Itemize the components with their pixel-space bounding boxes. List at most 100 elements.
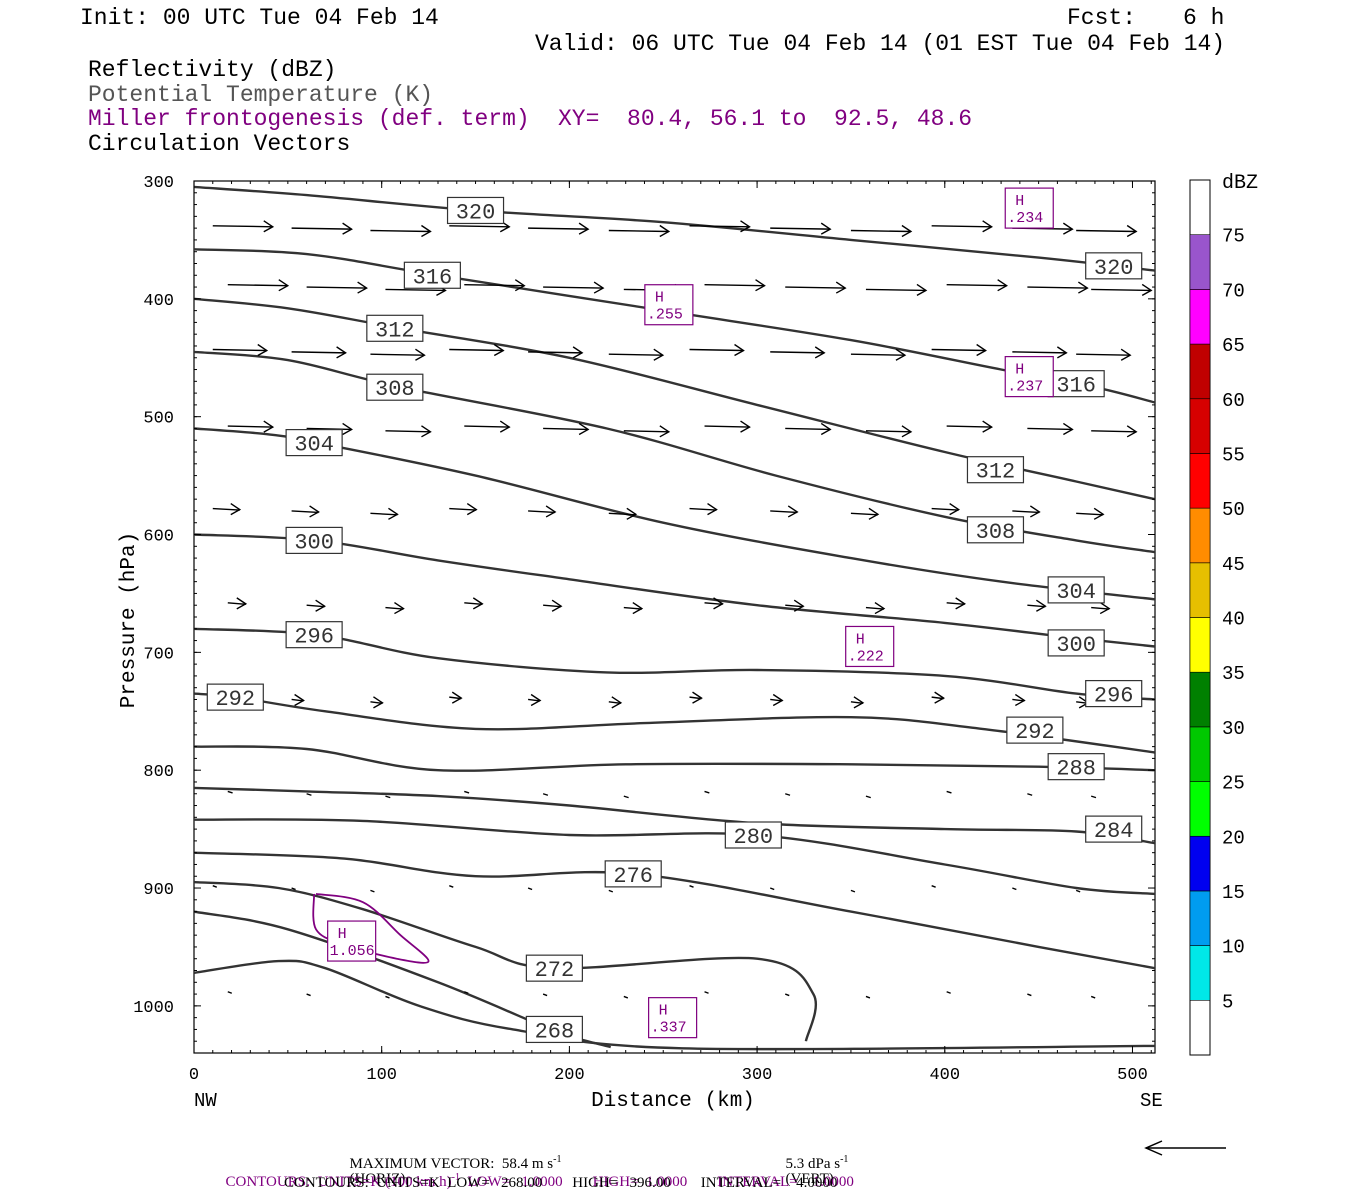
svg-text:300: 300 [1056,633,1096,658]
circulation-vector [850,696,865,709]
theta-contour-label-320: 320 [1085,252,1143,281]
svg-text:320: 320 [1094,256,1134,281]
circulation-vector [385,425,432,438]
colorbar-segment [1189,617,1211,673]
circulation-vector [212,220,275,233]
circulation-vector [608,348,665,361]
forecast-label: Fcst: [1067,5,1137,31]
circulation-vector [770,346,826,359]
theta-contour-label-312: 312 [966,456,1025,485]
contours-theta-info: CONTOURS: UNITS=K LOW= 268.00 HIGH= 396.… [284,1175,838,1191]
circulation-vector [623,995,629,999]
field-vectors: Circulation Vectors [88,131,351,157]
svg-text:H: H [1015,362,1024,379]
circulation-vector [689,885,694,888]
circulation-vector [385,601,405,615]
reference-vector-arrow [1144,1140,1226,1156]
max-vector-vert: 5.3 dPa s-1 (VERT) [785,1154,849,1187]
x-tick-label: 300 [742,1066,773,1085]
svg-text:272: 272 [535,958,575,983]
circulation-vector [623,425,671,438]
frontogenesis-maximum: H.337 [648,997,698,1039]
circulation-vector [542,993,548,997]
circulation-vector [946,420,994,433]
theta-contour-label-304: 304 [285,429,343,458]
theta-contour-label-296: 296 [285,621,343,650]
theta-contour-label-304: 304 [1047,576,1105,605]
frontogenesis-maximum: H.234 [1004,187,1054,229]
colorbar-label: 55 [1222,444,1245,466]
circulation-vector [704,420,751,433]
circulation-vector [785,422,832,436]
y-tick-label: 900 [143,881,174,900]
colorbar-segment [1189,671,1211,728]
max-vector-horiz: (HORIZ) [349,1171,406,1187]
circulation-vector [946,790,952,794]
theta-contour-label-312: 312 [366,314,424,343]
y-tick-label: 800 [143,763,174,782]
svg-text:H: H [856,631,865,648]
colorbar-segment [1189,945,1211,1001]
circulation-vector [464,279,526,292]
max-vector-text: MAXIMUM VECTOR: 58.4 m s-1 (HORIZ) [349,1154,562,1187]
circulation-vector [931,691,945,704]
circulation-vector [623,795,629,799]
colorbar-segment [1189,343,1211,400]
circulation-vector [227,597,248,610]
circulation-vector [931,503,960,516]
circulation-vector [1012,693,1026,707]
x-tick-label: 200 [554,1066,585,1085]
svg-text:296: 296 [1094,684,1134,709]
circulation-vector [449,885,454,888]
colorbar-segment [1189,234,1211,290]
theta-contour-label-320: 320 [446,196,505,225]
circulation-vector [370,348,426,361]
circulation-vector [865,995,871,999]
svg-text:280: 280 [734,825,774,850]
forecast-hour: 6 h [1183,5,1225,31]
theta-contour-312 [194,297,1155,501]
frontogenesis-maximum: H.237 [1004,356,1054,398]
circulation-vector [770,222,832,235]
circulation-vector [291,346,347,359]
cross-section-endpoints: XY= 80.4, 56.1 to 92.5, 48.6 [558,106,973,132]
circulation-vector [464,991,469,994]
circulation-vector [689,503,718,516]
circulation-vector [689,220,751,233]
colorbar-segment [1189,781,1211,837]
svg-text:308: 308 [976,520,1016,545]
circulation-vector [931,220,993,233]
circulation-vector [528,505,557,518]
svg-text:.255: .255 [647,307,683,324]
circulation-vector [1091,283,1153,297]
svg-text:H: H [1015,193,1024,210]
circulation-vector [212,885,218,888]
theta-contour-label-276: 276 [604,860,662,889]
colorbar-label: 75 [1222,226,1245,248]
circulation-vector [785,793,791,796]
circulation-vector [1076,224,1138,238]
cross-section-chart: 3203203163163123123083083043043003002962… [118,172,1258,1113]
circulation-vector [784,993,790,997]
colorbar-segment [1189,289,1211,345]
circulation-vector [385,795,391,799]
svg-text:300: 300 [294,530,334,555]
circulation-vector [850,507,880,520]
circulation-vector [1091,601,1111,615]
circulation-vector [865,795,871,799]
x-tick-label: 100 [366,1066,397,1085]
field-miller: Miller frontogenesis (def. term) [88,106,530,132]
circulation-vector [1091,425,1138,438]
theta-contour-label-308: 308 [366,373,424,402]
y-tick-label: 400 [143,292,174,311]
circulation-vector [608,224,671,238]
init-time: Init: 00 UTC Tue 04 Feb 14 [80,5,439,31]
colorbar-segment [1189,562,1211,618]
theta-contour-label-288: 288 [1047,753,1105,782]
svg-text:H: H [655,290,664,307]
circulation-vector [464,790,470,794]
svg-text:.337: .337 [651,1020,687,1037]
colorbar-unit: dBZ [1222,172,1258,195]
x-tick-label: 400 [929,1066,960,1085]
svg-text:308: 308 [375,377,415,402]
